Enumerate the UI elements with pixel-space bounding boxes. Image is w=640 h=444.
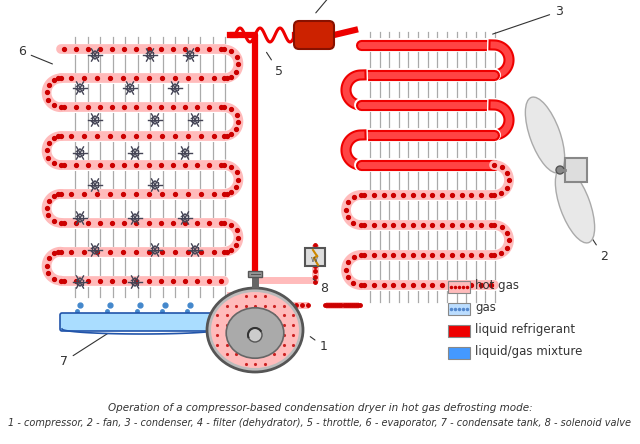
Text: 6: 6 (18, 45, 52, 64)
Text: 5: 5 (266, 52, 283, 78)
Text: 1 - compressor, 2 - fan, 3 - condenser, 4 - filter (dehydrator), 5 - throttle, 6: 1 - compressor, 2 - fan, 3 - condenser, … (8, 418, 632, 428)
Ellipse shape (556, 167, 595, 243)
Text: 8: 8 (313, 279, 328, 295)
Text: 3: 3 (493, 5, 563, 34)
Text: hot gas: hot gas (475, 280, 519, 293)
FancyBboxPatch shape (294, 21, 334, 49)
Ellipse shape (226, 308, 284, 358)
Bar (248, 271, 262, 277)
Text: gas: gas (475, 301, 496, 314)
Text: liquid/gas mixture: liquid/gas mixture (475, 345, 582, 358)
Bar (305, 248, 325, 266)
Ellipse shape (207, 288, 303, 372)
Bar (565, 158, 587, 182)
Bar (448, 325, 470, 337)
Text: W: W (311, 257, 318, 263)
Bar (448, 303, 470, 315)
FancyBboxPatch shape (60, 313, 224, 331)
Ellipse shape (525, 97, 564, 173)
Bar (448, 281, 470, 293)
Text: 1: 1 (310, 337, 328, 353)
Ellipse shape (211, 292, 299, 368)
Text: 7: 7 (60, 333, 108, 368)
Text: 2: 2 (582, 222, 608, 263)
Text: liquid refrigerant: liquid refrigerant (475, 324, 575, 337)
Bar (448, 347, 470, 359)
Ellipse shape (556, 166, 564, 174)
Ellipse shape (248, 328, 262, 342)
Text: Operation of a compressor-based condensation dryer in hot gas defrosting mode:: Operation of a compressor-based condensa… (108, 403, 532, 413)
Text: 4: 4 (316, 0, 342, 13)
